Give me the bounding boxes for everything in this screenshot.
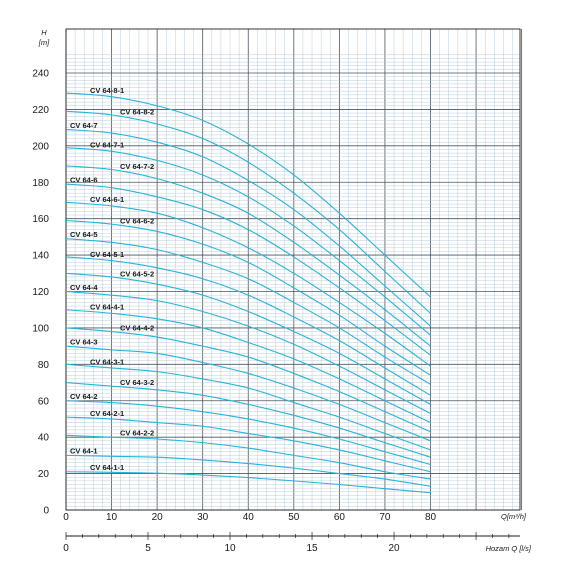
series-label: CV 64-6 <box>70 175 98 184</box>
series-curve <box>65 165 431 347</box>
plot-frame <box>65 28 521 511</box>
grid <box>65 29 523 511</box>
x-tick-label: 40 <box>243 512 255 523</box>
y-tick-label: 0 <box>43 506 49 517</box>
x-tick-label: 10 <box>106 512 118 523</box>
axes <box>65 28 521 540</box>
y-tick-label: 40 <box>38 433 50 444</box>
series-label: CV 64-4-2 <box>120 324 154 333</box>
series-label: CV 64-5-2 <box>120 269 154 278</box>
series-label: CV 64-7 <box>70 121 98 130</box>
series-curve <box>65 238 431 385</box>
series-label: CV 64-7-1 <box>90 141 124 150</box>
x2-axis-label: Hozam Q [l/s] <box>486 544 532 553</box>
series-curve <box>65 327 431 433</box>
y-axis-unit: [m] <box>38 38 50 47</box>
series-label: CV 64-2 <box>70 392 98 401</box>
series-label: CV 64-4-1 <box>90 303 124 312</box>
x-tick-label: 70 <box>379 512 391 523</box>
series-label: CV 64-8-1 <box>90 86 124 95</box>
tick-labels: 0 5 10 15 2002040608010012014016018020022024… <box>32 69 436 555</box>
y-tick-label: 240 <box>32 69 49 80</box>
series-label: CV 64-7-2 <box>120 162 154 171</box>
series-curve <box>65 454 431 487</box>
series-curve <box>65 256 431 396</box>
axis-titles: H [m] Q[m³/h] Hozam Q [l/s] <box>38 28 532 553</box>
series-label: CV 64-5 <box>70 230 98 239</box>
series-label: CV 64-6-1 <box>90 195 124 204</box>
y-tick-label: 160 <box>32 214 49 225</box>
series-label: CV 64-2-2 <box>120 429 154 438</box>
x-tick-label: 50 <box>288 512 300 523</box>
x2-tick-label: 20 <box>388 543 400 554</box>
series-curve <box>65 381 431 458</box>
y-tick-label: 80 <box>38 360 50 371</box>
series-curve <box>65 400 431 466</box>
series-label: CV 64-4 <box>70 283 98 292</box>
x-tick-label: 0 <box>63 512 69 523</box>
series-curve <box>65 471 431 494</box>
y-tick-label: 220 <box>32 105 49 116</box>
series-label: CV 64-1 <box>70 446 98 455</box>
x2-tick-label: 5 <box>145 543 151 554</box>
y-axis-label: H <box>41 28 47 37</box>
series-curve <box>65 201 431 367</box>
series-curve <box>65 272 431 405</box>
series-curve <box>65 309 431 424</box>
x-tick-label: 80 <box>425 512 437 523</box>
series-curve <box>65 363 431 451</box>
y-tick-label: 60 <box>38 396 50 407</box>
x2-tick-label: 10 <box>224 543 236 554</box>
x-tick-label: 20 <box>152 512 164 523</box>
y-tick-label: 100 <box>32 323 49 334</box>
curve-labels: CV 64-8-1 CV 64-8-2 CV 64-7 CV 64-7-1 CV 64-… <box>70 86 154 472</box>
x2-tick-label: 0 <box>63 543 69 554</box>
series-label: CV 64-1-1 <box>90 463 124 472</box>
series-label: CV 64-3 <box>70 337 98 346</box>
x-axis-label: Q[m³/h] <box>501 512 527 521</box>
series-label: CV 64-5-1 <box>90 250 124 259</box>
x2-tick-label: 15 <box>306 543 318 554</box>
series-curve <box>65 434 431 480</box>
series-curve <box>65 128 431 327</box>
series-curve <box>65 219 431 376</box>
x-tick-label: 60 <box>334 512 346 523</box>
series-curve <box>65 290 431 414</box>
series-curve <box>65 110 431 314</box>
x-tick-label: 30 <box>197 512 209 523</box>
series-label: CV 64-2-1 <box>90 409 124 418</box>
series-curve <box>65 416 431 473</box>
curves <box>65 92 431 494</box>
series-curve <box>65 183 431 356</box>
series-curve <box>65 147 431 336</box>
series-label: CV 64-8-2 <box>120 108 154 117</box>
y-tick-label: 140 <box>32 251 49 262</box>
series-label: CV 64-3-2 <box>120 378 154 387</box>
series-curve <box>65 92 431 298</box>
y-tick-label: 120 <box>32 287 49 298</box>
series-label: CV 64-3-1 <box>90 357 124 366</box>
series-label: CV 64-6-2 <box>120 216 154 225</box>
y-tick-label: 20 <box>38 469 50 480</box>
y-tick-label: 200 <box>32 141 49 152</box>
y-tick-label: 180 <box>32 178 49 189</box>
series-curve <box>65 345 431 442</box>
